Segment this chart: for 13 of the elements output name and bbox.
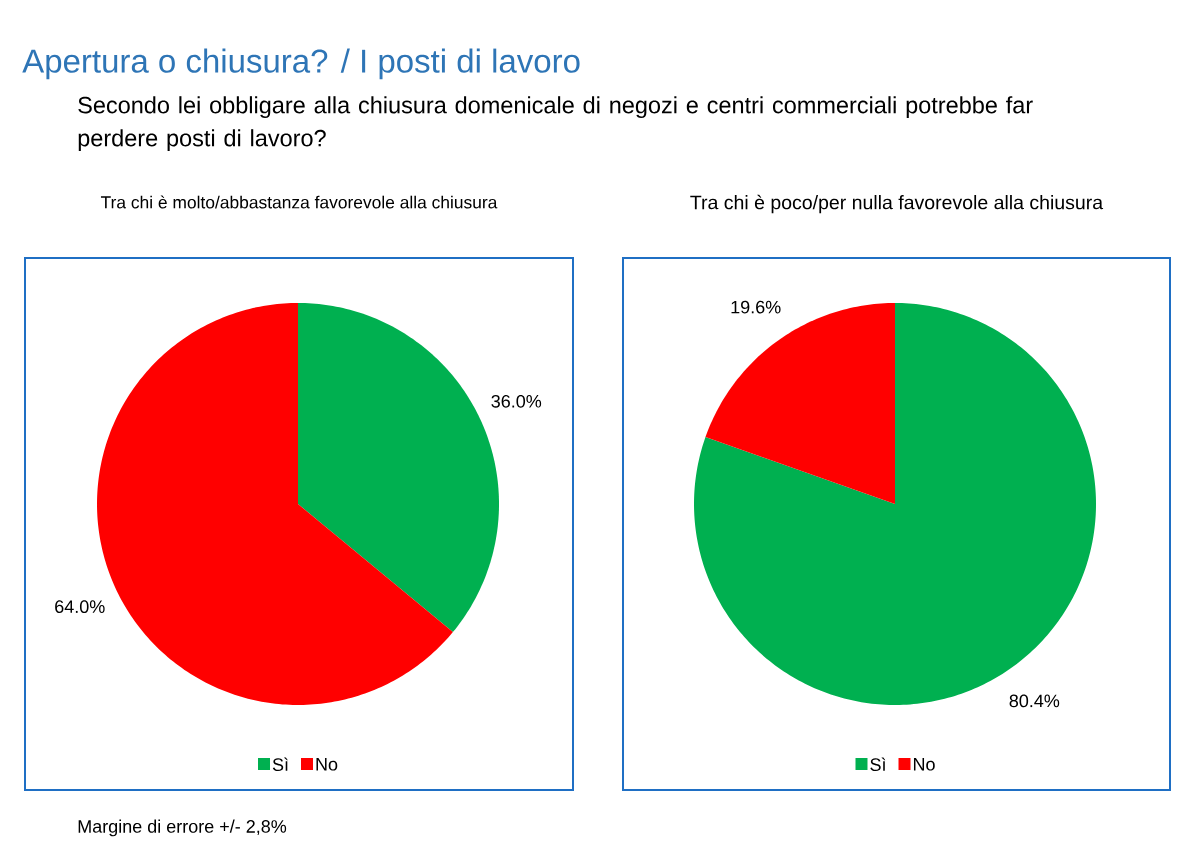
legend-label: No xyxy=(913,758,935,771)
text: Apertura o chiusura? / I posti di lavoro xyxy=(22,48,580,80)
data-label: 64.0% xyxy=(55,600,105,614)
chart-title: Tra chi è molto/abbastanza favorevole alla chiusura xyxy=(100,195,498,209)
legend-label: Sì xyxy=(870,757,886,772)
chart-title: Tra chi è poco/per nulla favorevole alla chiusura xyxy=(690,194,1104,214)
data-label: 36.0% xyxy=(491,394,542,408)
data-label: 19.6% xyxy=(731,300,781,314)
data-label: 80.4% xyxy=(1009,694,1060,708)
text: Margine di errore +/- 2,8% xyxy=(78,819,287,837)
legend-label: Sì xyxy=(272,757,288,772)
legend-label: No xyxy=(316,758,338,771)
text: Secondo lei obbligare alla chiusura domenicale di negozi e centri commerciali potrebbe far perdere posti di lavoro? xyxy=(78,96,1033,152)
